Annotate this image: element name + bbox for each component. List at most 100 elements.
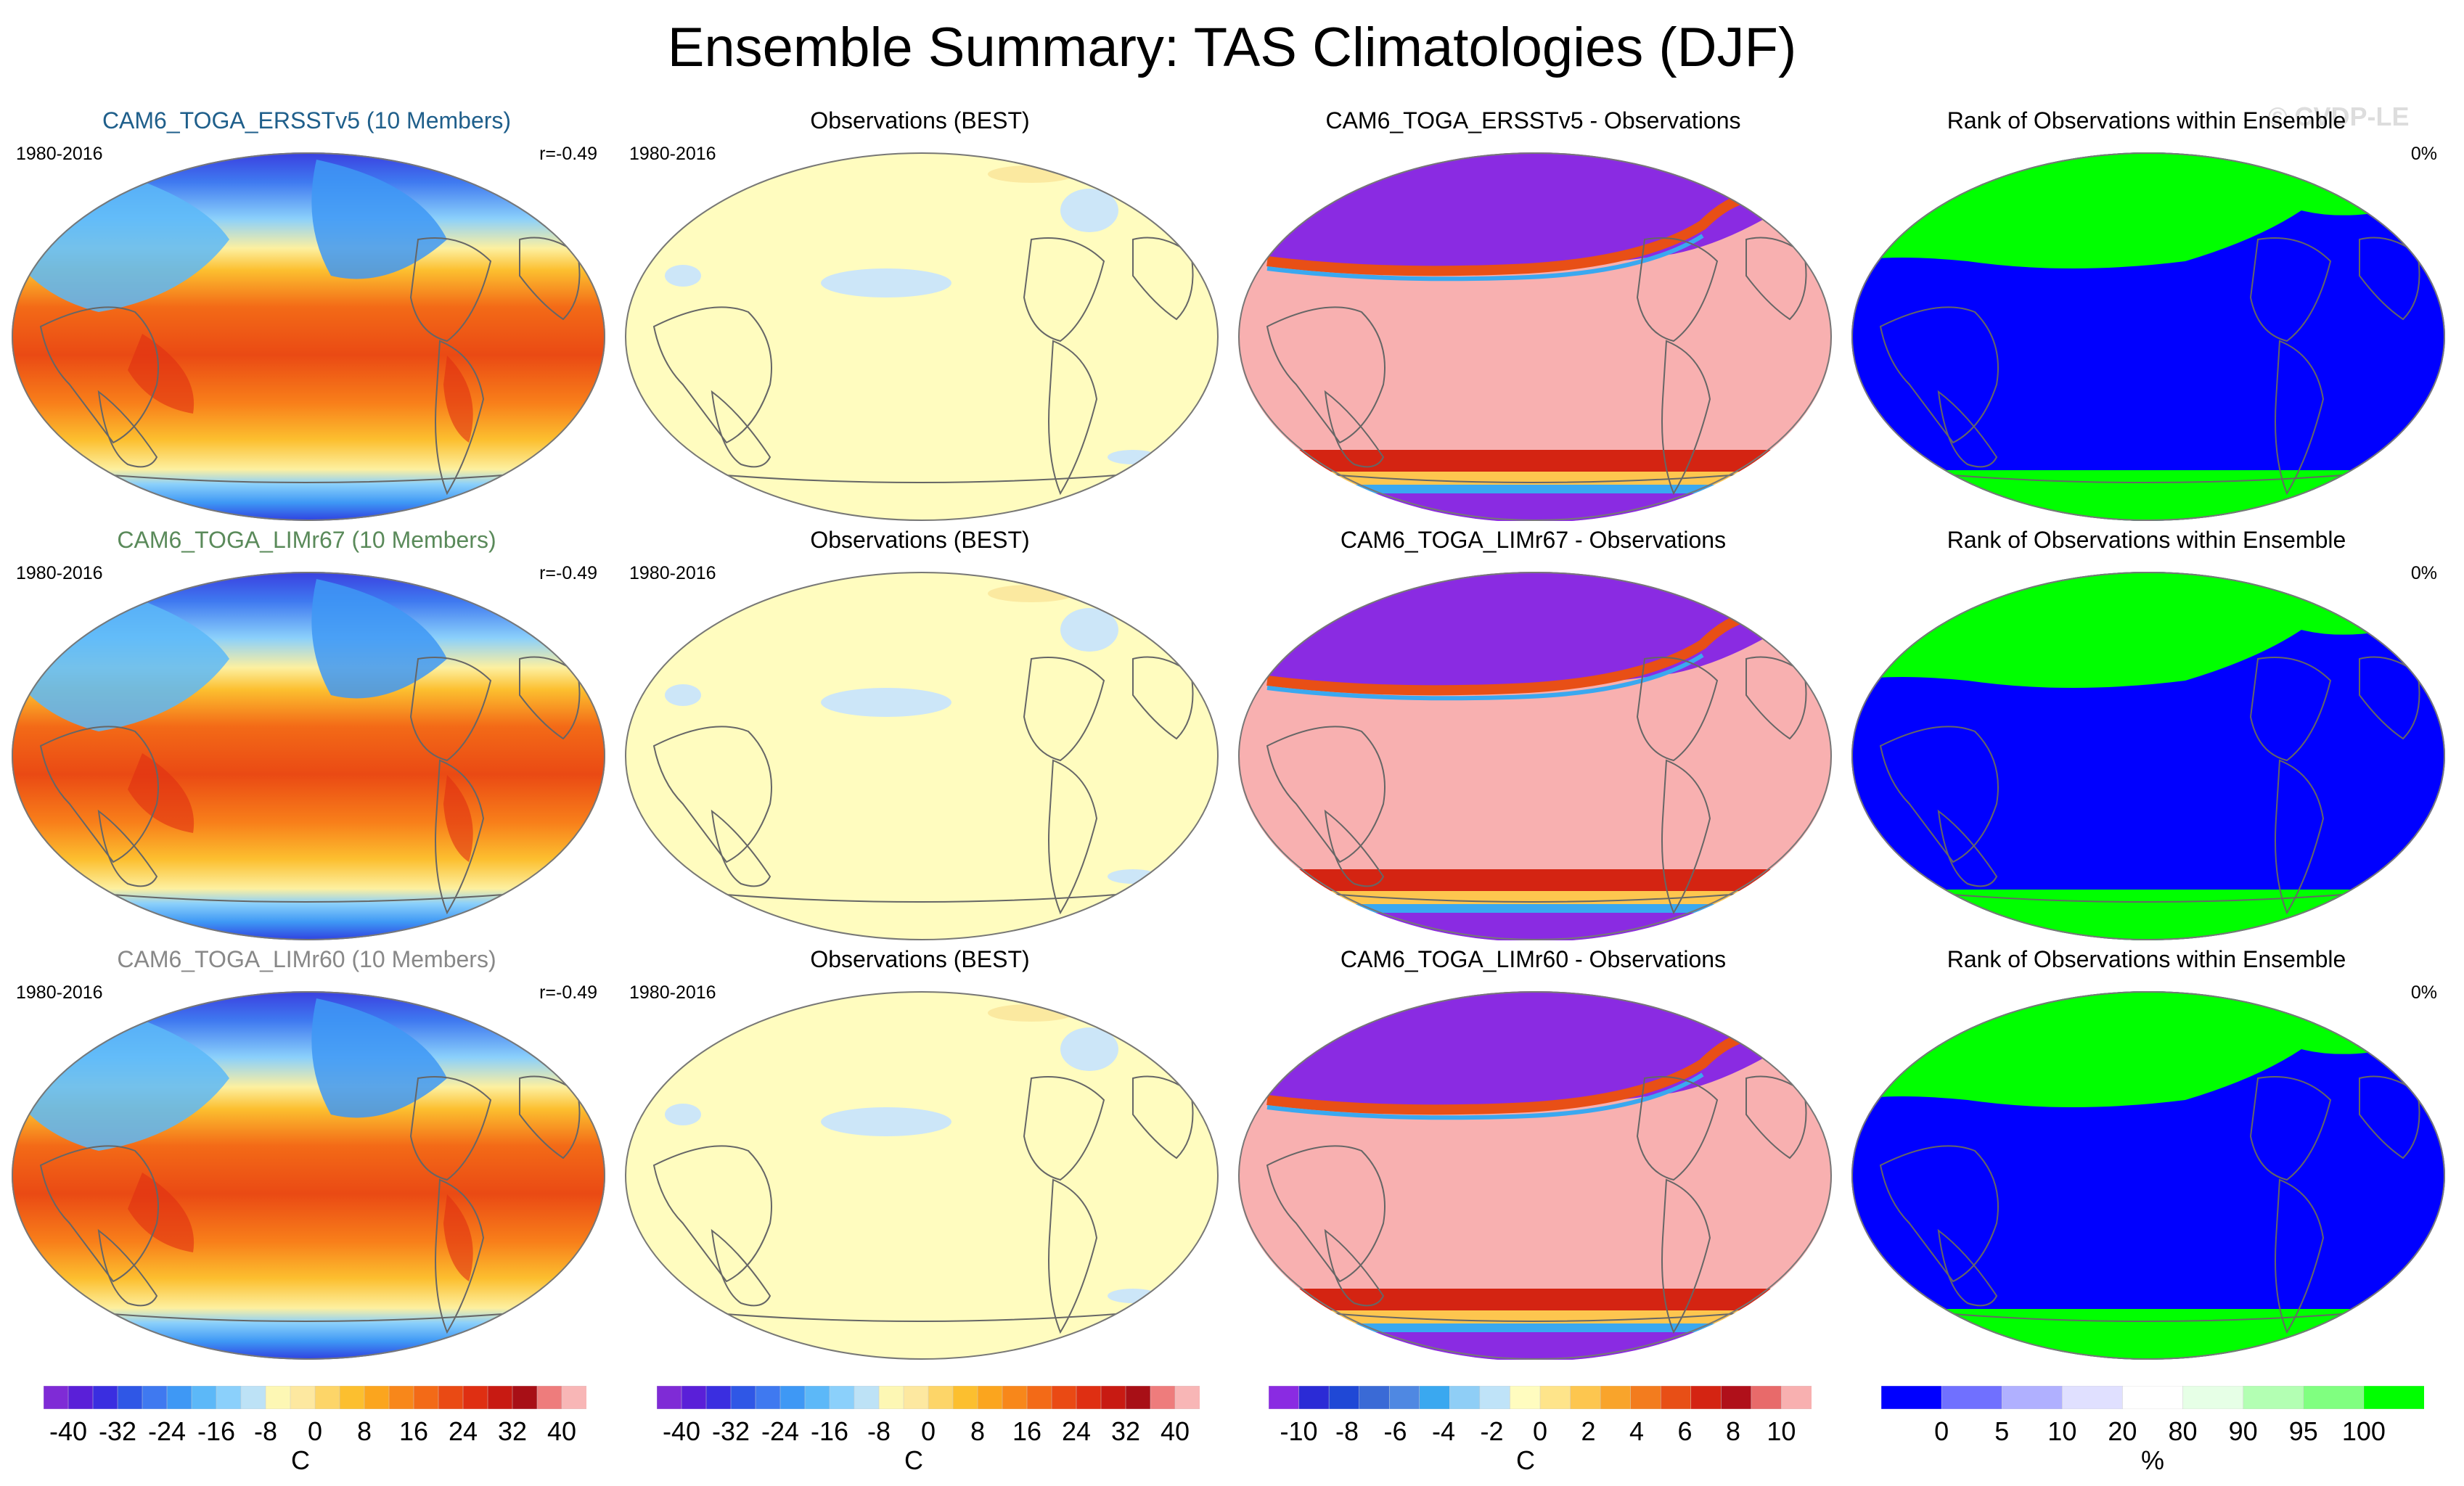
panel-title: Rank of Observations within Ensemble [1947, 107, 2346, 134]
colorbar-swatch [1076, 1386, 1102, 1409]
correlation-label: r=-0.49 [539, 563, 597, 583]
colorbar-tick-label: 16 [398, 1416, 429, 1446]
colorbar-swatch [755, 1386, 781, 1409]
panel-title: Observations (BEST) [810, 946, 1030, 972]
colorbar-swatch [314, 1386, 340, 1409]
panel-title: Observations (BEST) [810, 107, 1030, 134]
colorbar-swatch [1359, 1386, 1390, 1409]
colorbar-tick-label: -40 [49, 1416, 88, 1446]
percent-label: 0% [2410, 982, 2437, 1003]
copyright-watermark: © CVDP-LE [2268, 102, 2410, 131]
obs-map [625, 152, 1219, 521]
colorbar-swatch [2122, 1386, 2184, 1409]
colorbar-swatch [928, 1386, 954, 1409]
map-frame [12, 152, 605, 521]
colorbar-swatch [1150, 1386, 1176, 1409]
map-frame [12, 572, 605, 940]
panel-title: Rank of Observations within Ensemble [1947, 946, 2346, 972]
colorbar-tick-label: 16 [1012, 1416, 1042, 1446]
colorbar-tick-label: -24 [761, 1416, 800, 1446]
colorbar-swatch [1419, 1386, 1451, 1409]
map-frame [1851, 152, 2445, 521]
colorbar-swatch [903, 1386, 929, 1409]
map-frame [1238, 152, 1832, 522]
colorbar-swatch [2182, 1386, 2244, 1409]
colorbar-swatch [166, 1386, 192, 1409]
panel-diff-row-3: CAM6_TOGA_LIMr60 - Observations [1227, 942, 1840, 1363]
colorbar-tick-label: 8 [1725, 1416, 1740, 1446]
panel-title: CAM6_TOGA_LIMr60 - Observations [1340, 946, 1727, 972]
colorbar-tick-label: 90 [2228, 1416, 2258, 1446]
model-map [12, 572, 605, 940]
map-frame [1851, 572, 2445, 940]
panel-rank-row-1: Rank of Observations within Ensemble 0% [1840, 103, 2453, 524]
colorbar-swatch [705, 1386, 732, 1409]
colorbar-swatch [681, 1386, 707, 1409]
colorbar-tick-label: 2 [1581, 1416, 1596, 1446]
colorbar-tick-label: -40 [662, 1416, 701, 1446]
colorbar-unit: % [2140, 1445, 2165, 1475]
map-frame [1238, 572, 1832, 942]
colorbar-swatch [1125, 1386, 1151, 1409]
colorbar-swatch [878, 1386, 904, 1409]
map-frame [1851, 991, 2445, 1360]
colorbar-swatch [117, 1386, 143, 1409]
colorbar-tick-label: -8 [867, 1416, 891, 1446]
colorbar-tick-label: 10 [1767, 1416, 1796, 1446]
colorbar-swatch [2243, 1386, 2304, 1409]
panel-rank-row-2: Rank of Observations within Ensemble 0% [1840, 522, 2453, 943]
colorbar-swatch [1328, 1386, 1360, 1409]
panel-title: Observations (BEST) [810, 527, 1030, 553]
colorbar-swatch [1570, 1386, 1601, 1409]
rank-map [1851, 572, 2445, 940]
colorbar-swatch [1660, 1386, 1692, 1409]
panel-diff-row-1: CAM6_TOGA_ERSSTv5 - Observations [1227, 103, 1840, 524]
colorbar-swatch [413, 1386, 439, 1409]
colorbar-swatch [1690, 1386, 1722, 1409]
colorbar-swatch [44, 1386, 69, 1409]
colorbar-tick-label: 40 [547, 1416, 577, 1446]
panel-model-row-2: CAM6_TOGA_LIMr67 (10 Members) 1980-2016 r=… [0, 522, 613, 943]
colorbar-tick-label: 24 [1061, 1416, 1092, 1446]
model-map [12, 152, 605, 521]
page-title: Ensemble Summary: TAS Climatologies (DJF… [667, 17, 1797, 78]
colorbar-swatch [952, 1386, 978, 1409]
correlation-label: r=-0.49 [539, 144, 597, 164]
panel-title: CAM6_TOGA_LIMr67 - Observations [1340, 527, 1727, 553]
colorbar-swatch [1269, 1386, 1300, 1409]
colorbar-tick-label: -24 [147, 1416, 187, 1446]
colorbar-swatch [240, 1386, 266, 1409]
period-label: 1980-2016 [629, 563, 716, 583]
colorbar-swatch [512, 1386, 538, 1409]
period-label: 1980-2016 [16, 982, 103, 1003]
colorbar-tick-label: -8 [1335, 1416, 1359, 1446]
colorbar-swatch [1539, 1386, 1571, 1409]
colorbar-tick-label: 6 [1677, 1416, 1693, 1446]
colorbar-tick-label: 0 [1934, 1416, 1949, 1446]
colorbar-swatch [561, 1386, 586, 1409]
panel-title: CAM6_TOGA_LIMr67 (10 Members) [117, 527, 496, 553]
colorbar-swatch [265, 1386, 291, 1409]
colorbar-swatch [388, 1386, 414, 1409]
colorbar-swatch [1002, 1386, 1028, 1409]
colorbar-swatch [1051, 1386, 1077, 1409]
colorbar-tick-label: -8 [253, 1416, 278, 1446]
colorbar-tick-label: -32 [98, 1416, 137, 1446]
colorbar-swatch [977, 1386, 1003, 1409]
colorbar-swatch [1388, 1386, 1420, 1409]
panel-obs-row-3: Observations (BEST) 1980-2016 [613, 942, 1227, 1363]
colorbar-swatch [2363, 1386, 2424, 1409]
colorbar-unit: C [904, 1445, 923, 1475]
colorbar-tick-label: 20 [2108, 1416, 2137, 1446]
correlation-label: r=-0.49 [539, 982, 597, 1003]
colorbar-tick-label: 0 [920, 1416, 936, 1446]
colorbar-swatch [730, 1386, 756, 1409]
colorbar-tick-label: 0 [1532, 1416, 1548, 1446]
obs-map [625, 991, 1219, 1360]
colorbar-unit: C [291, 1445, 310, 1475]
colorbar-swatch [1100, 1386, 1126, 1409]
colorbar-swatch [191, 1386, 217, 1409]
colorbar-tick-label: -32 [711, 1416, 750, 1446]
colorbar-swatch [1449, 1386, 1481, 1409]
colorbar-swatch [142, 1386, 168, 1409]
